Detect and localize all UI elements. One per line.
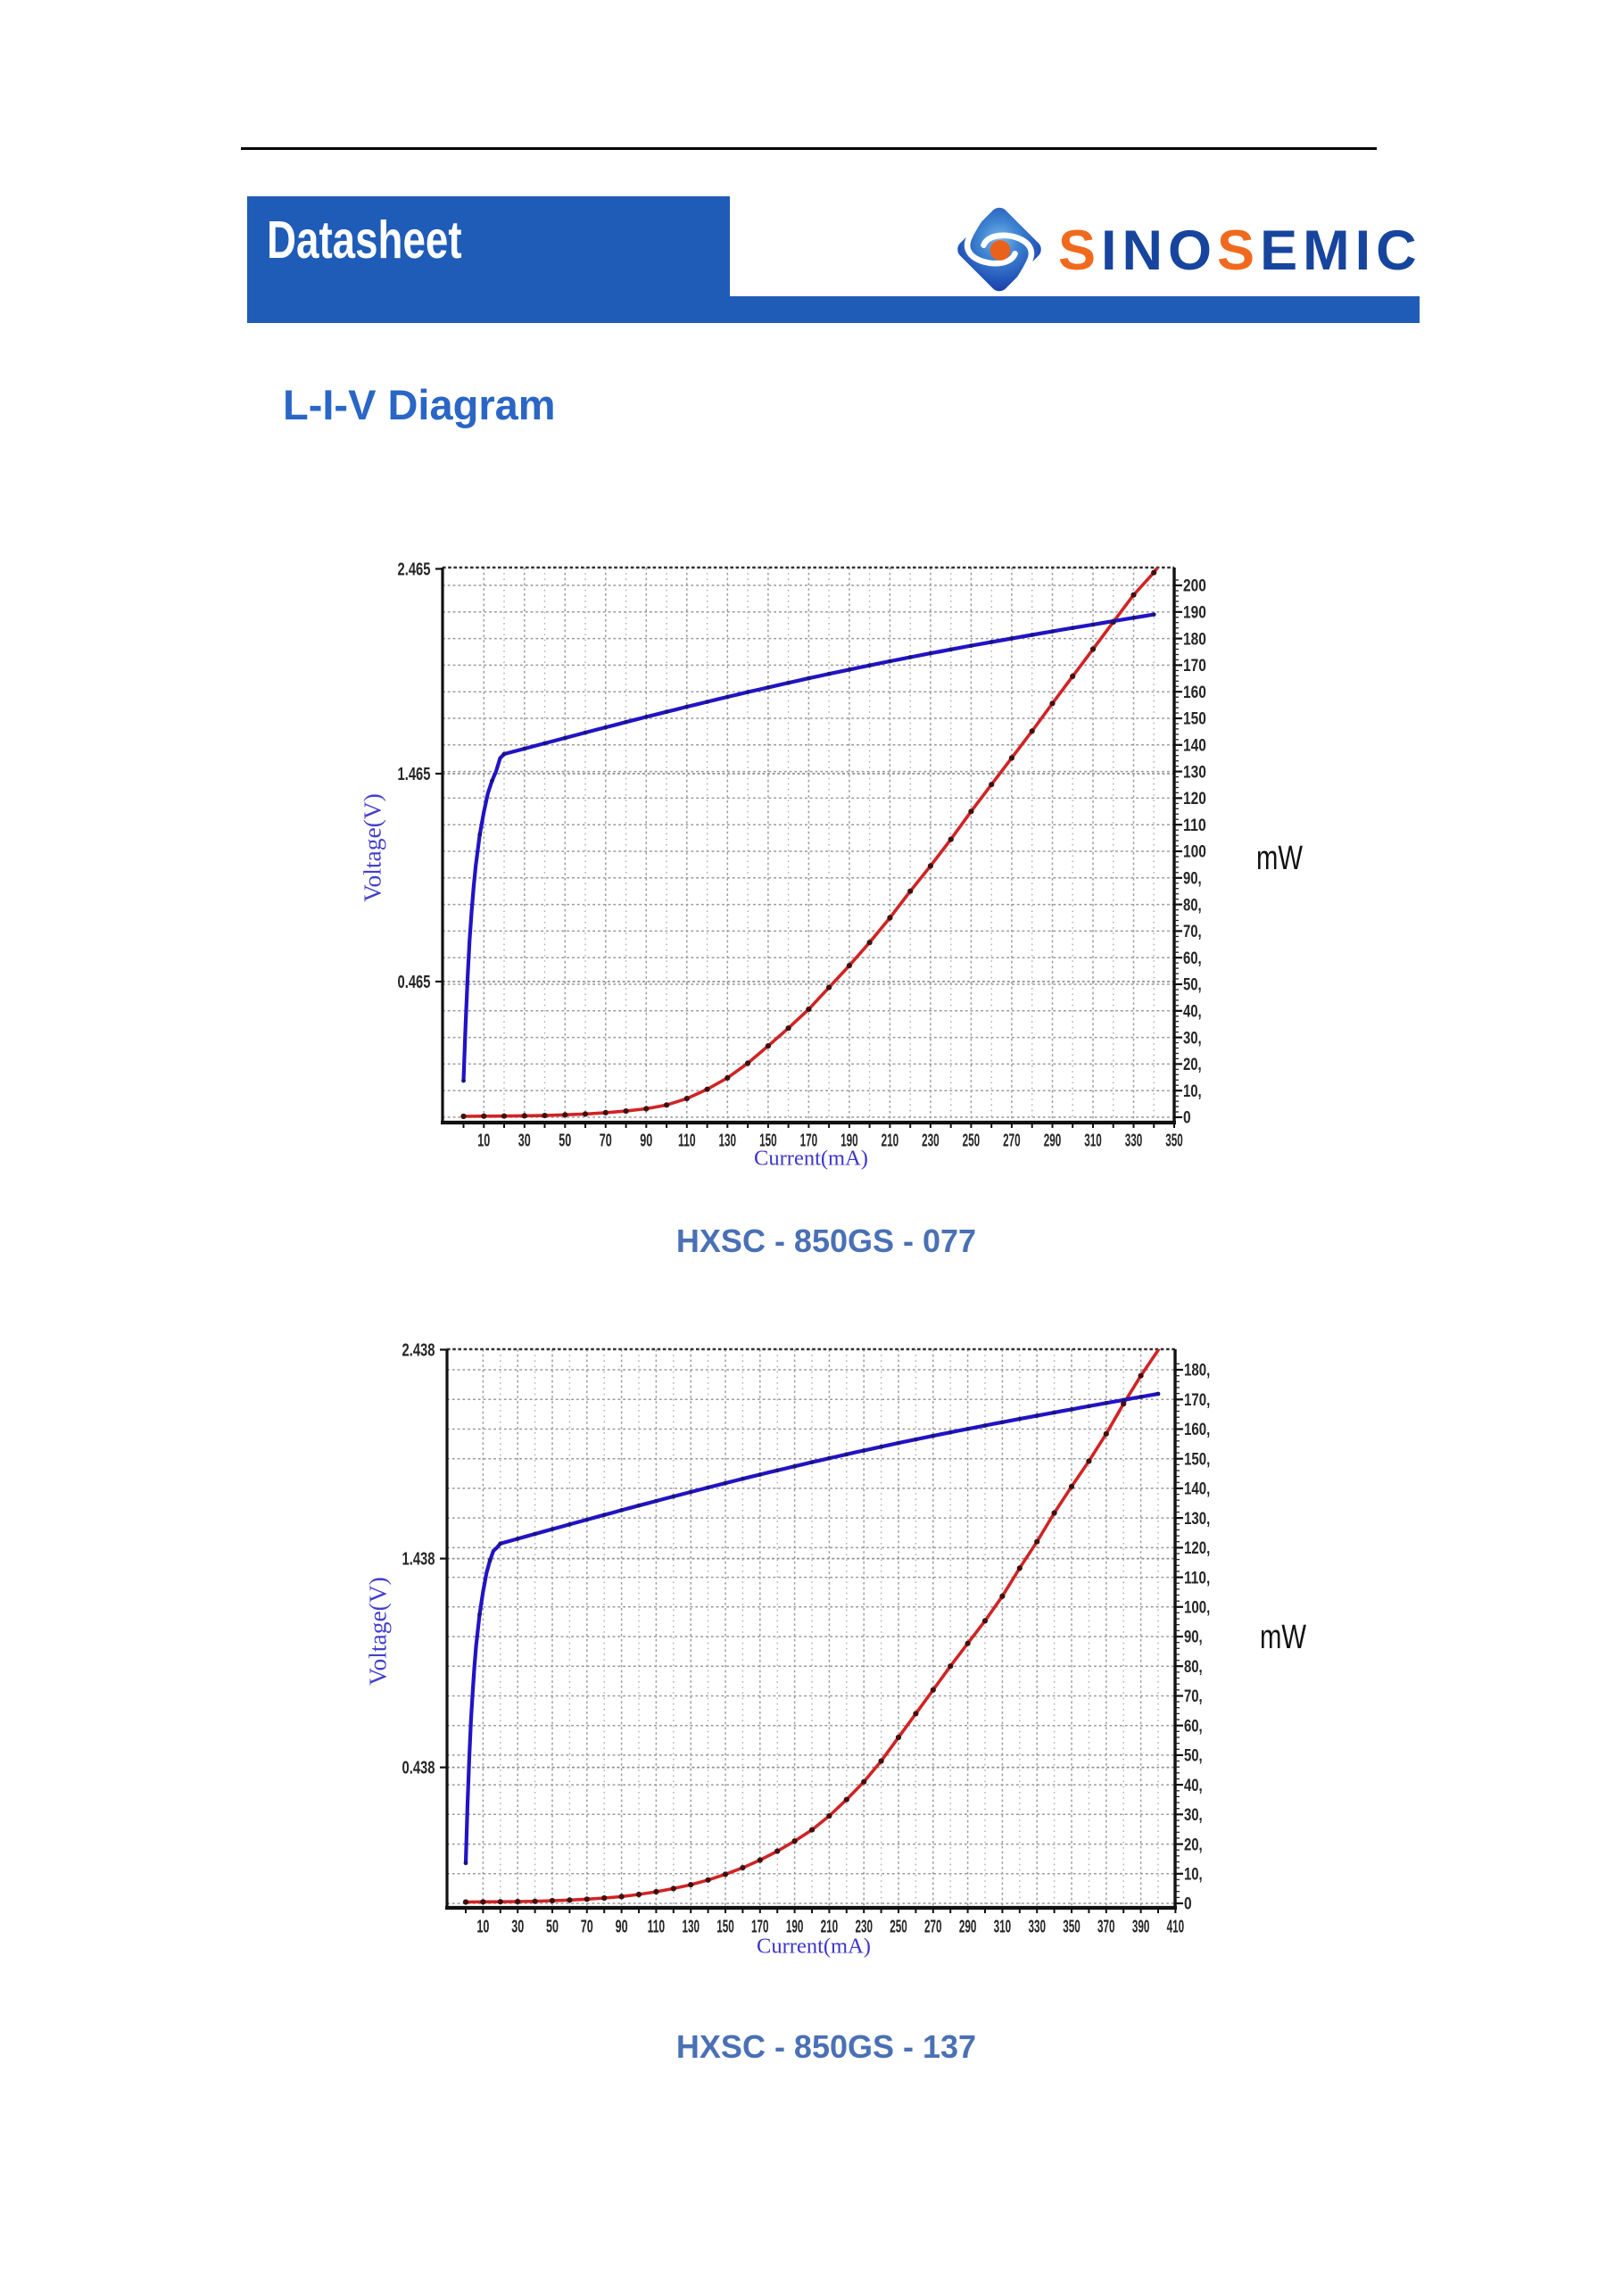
svg-text:150,: 150, — [1184, 1449, 1210, 1469]
svg-text:120: 120 — [1183, 789, 1206, 808]
svg-text:330: 330 — [1125, 1131, 1143, 1150]
svg-text:0.465: 0.465 — [398, 973, 431, 992]
svg-text:190: 190 — [840, 1131, 858, 1150]
svg-text:10,: 10, — [1183, 1082, 1202, 1101]
svg-text:290: 290 — [1044, 1131, 1062, 1150]
svg-text:50,: 50, — [1184, 1746, 1203, 1766]
svg-text:140,: 140, — [1184, 1480, 1210, 1499]
svg-text:50: 50 — [559, 1131, 571, 1150]
svg-text:120,: 120, — [1184, 1538, 1210, 1558]
svg-text:130: 130 — [682, 1917, 700, 1936]
svg-text:160: 160 — [1183, 683, 1206, 702]
svg-text:250: 250 — [963, 1131, 981, 1150]
svg-text:mW: mW — [1256, 840, 1303, 877]
svg-text:1.438: 1.438 — [402, 1549, 435, 1569]
svg-text:160,: 160, — [1184, 1420, 1210, 1439]
svg-text:100,: 100, — [1184, 1597, 1210, 1617]
svg-text:110: 110 — [1183, 816, 1206, 835]
svg-text:1.465: 1.465 — [398, 765, 431, 784]
svg-text:150: 150 — [716, 1917, 734, 1936]
svg-text:2.465: 2.465 — [398, 559, 431, 579]
svg-text:60,: 60, — [1183, 949, 1202, 968]
svg-text:310: 310 — [994, 1917, 1012, 1936]
svg-text:40,: 40, — [1184, 1776, 1203, 1795]
svg-text:10,: 10, — [1184, 1864, 1203, 1884]
svg-text:2.438: 2.438 — [402, 1340, 435, 1360]
svg-text:290: 290 — [959, 1917, 977, 1936]
svg-text:90,: 90, — [1183, 868, 1202, 888]
svg-text:30,: 30, — [1184, 1805, 1203, 1825]
svg-text:310: 310 — [1084, 1131, 1102, 1150]
svg-text:30: 30 — [511, 1917, 524, 1936]
svg-text:150: 150 — [759, 1131, 777, 1150]
svg-text:110: 110 — [648, 1917, 666, 1936]
svg-text:230: 230 — [922, 1131, 940, 1150]
svg-text:80,: 80, — [1183, 895, 1202, 915]
svg-text:80,: 80, — [1184, 1657, 1203, 1677]
svg-text:20,: 20, — [1183, 1055, 1202, 1074]
svg-text:210: 210 — [882, 1131, 899, 1150]
svg-text:180,: 180, — [1184, 1361, 1210, 1380]
svg-text:330: 330 — [1028, 1917, 1046, 1936]
svg-text:390: 390 — [1132, 1917, 1150, 1936]
svg-text:20,: 20, — [1184, 1835, 1203, 1854]
svg-text:270: 270 — [924, 1917, 942, 1936]
svg-text:200: 200 — [1183, 576, 1206, 596]
svg-text:350: 350 — [1165, 1131, 1183, 1150]
svg-text:70: 70 — [600, 1131, 612, 1150]
svg-text:180: 180 — [1183, 629, 1206, 649]
svg-text:Voltage(V): Voltage(V) — [358, 793, 385, 902]
svg-text:60,: 60, — [1184, 1716, 1203, 1736]
svg-text:Current(mA): Current(mA) — [754, 1147, 868, 1171]
svg-text:70: 70 — [581, 1917, 593, 1936]
svg-text:170: 170 — [1183, 656, 1206, 676]
svg-text:0: 0 — [1183, 1108, 1191, 1128]
svg-text:Voltage(V): Voltage(V) — [363, 1577, 391, 1686]
svg-text:170,: 170, — [1184, 1390, 1210, 1410]
svg-text:0.438: 0.438 — [402, 1758, 435, 1778]
svg-text:0: 0 — [1184, 1894, 1192, 1914]
svg-text:10: 10 — [477, 1131, 490, 1150]
svg-text:350: 350 — [1063, 1917, 1081, 1936]
svg-text:90,: 90, — [1184, 1628, 1203, 1647]
svg-text:110: 110 — [678, 1131, 696, 1150]
svg-text:90: 90 — [616, 1917, 628, 1936]
svg-text:140: 140 — [1183, 735, 1206, 755]
svg-text:50: 50 — [546, 1917, 559, 1936]
svg-text:70,: 70, — [1184, 1687, 1203, 1706]
svg-text:30,: 30, — [1183, 1028, 1202, 1048]
svg-text:90: 90 — [640, 1131, 652, 1150]
svg-text:270: 270 — [1003, 1131, 1021, 1150]
svg-text:Current(mA): Current(mA) — [757, 1935, 871, 1959]
svg-text:170: 170 — [751, 1917, 769, 1936]
svg-text:30: 30 — [518, 1131, 531, 1150]
svg-text:150: 150 — [1183, 709, 1206, 729]
svg-text:40,: 40, — [1183, 1001, 1202, 1021]
svg-text:50,: 50, — [1183, 975, 1202, 995]
svg-text:210: 210 — [821, 1917, 839, 1936]
svg-text:190: 190 — [786, 1917, 804, 1936]
svg-text:130: 130 — [1183, 762, 1206, 782]
svg-text:100: 100 — [1183, 842, 1206, 862]
svg-text:170: 170 — [800, 1131, 818, 1150]
svg-text:370: 370 — [1097, 1917, 1115, 1936]
svg-text:130: 130 — [719, 1131, 737, 1150]
svg-text:110,: 110, — [1184, 1568, 1210, 1587]
svg-text:250: 250 — [890, 1917, 907, 1936]
svg-text:230: 230 — [855, 1917, 873, 1936]
svg-text:130,: 130, — [1184, 1509, 1210, 1529]
svg-text:70,: 70, — [1183, 922, 1202, 941]
svg-text:mW: mW — [1260, 1619, 1306, 1656]
svg-text:190: 190 — [1183, 602, 1206, 622]
svg-text:10: 10 — [476, 1917, 489, 1936]
svg-text:410: 410 — [1167, 1917, 1185, 1936]
